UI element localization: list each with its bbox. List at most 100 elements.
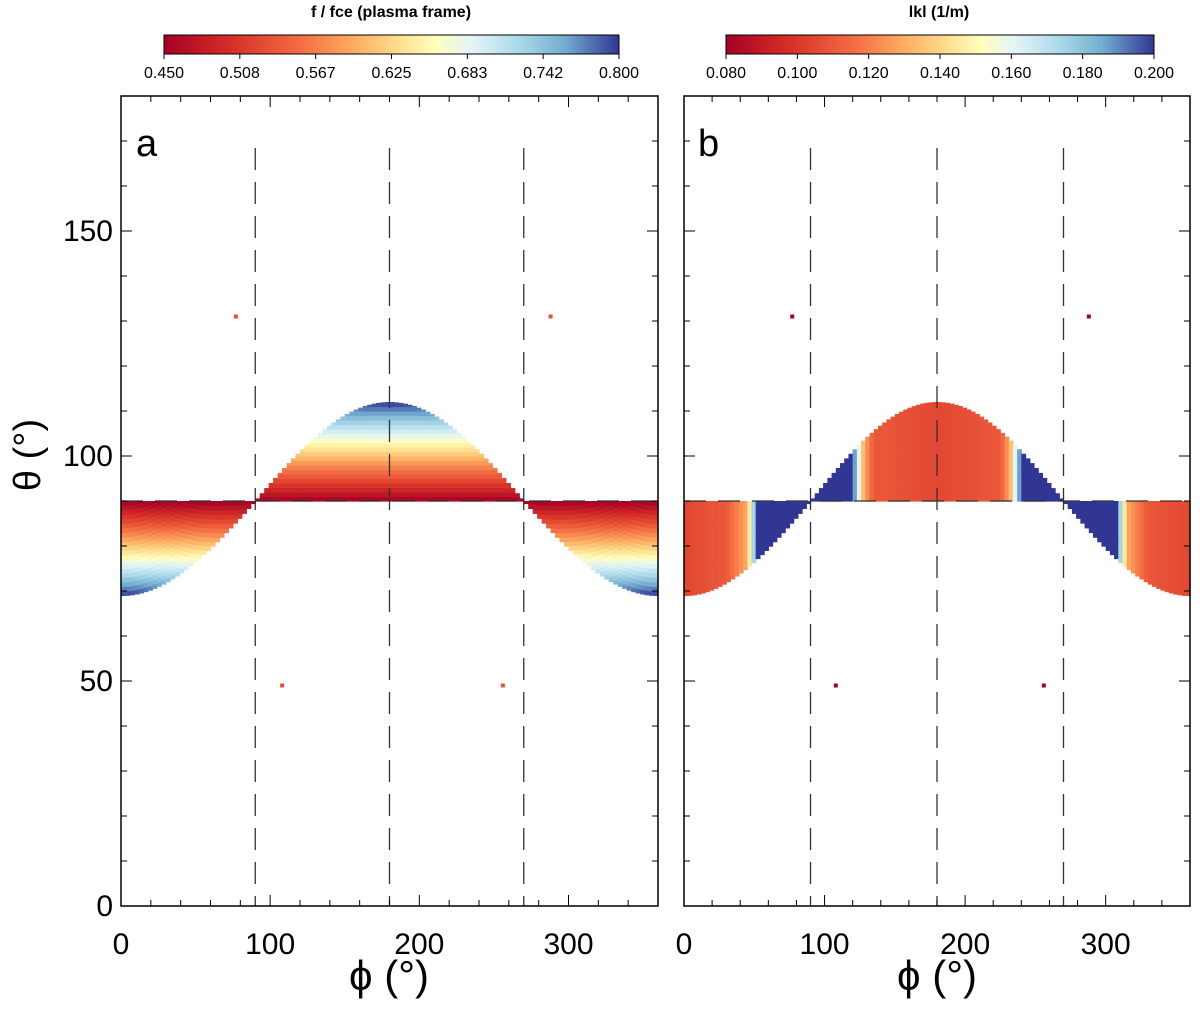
heatmap-cell — [340, 496, 346, 502]
heatmap-cell — [852, 487, 858, 493]
heatmap-cell — [1147, 521, 1153, 527]
heatmap-cell — [380, 442, 386, 448]
heatmap-cell — [1021, 460, 1027, 466]
heatmap-cell — [945, 411, 951, 417]
heatmap-cell — [398, 478, 404, 484]
heatmap-cell — [974, 438, 980, 444]
heatmap-cell — [165, 563, 171, 569]
heatmap-cell — [617, 550, 623, 556]
heatmap-cell — [797, 504, 803, 510]
heatmap-cell — [877, 469, 883, 475]
heatmap-cell — [479, 453, 485, 457]
heatmap-cell — [376, 429, 382, 435]
heatmap-cell — [713, 561, 719, 567]
heatmap-cell — [447, 425, 453, 430]
heatmap-cell — [353, 415, 359, 421]
heatmap-cell — [604, 506, 610, 512]
heatmap-cell — [873, 465, 879, 471]
heatmap-cell — [1033, 496, 1039, 502]
heatmap-cell — [644, 558, 650, 564]
heatmap-cell — [228, 518, 234, 524]
heatmap-cell — [890, 469, 896, 475]
heatmap-cell — [1105, 514, 1111, 520]
heatmap-cell — [555, 519, 561, 525]
heatmap-cell — [1147, 512, 1153, 518]
heatmap-cell — [1004, 496, 1010, 502]
heatmap-cell — [152, 538, 158, 544]
heatmap-cell — [899, 438, 904, 444]
heatmap-cell — [877, 442, 883, 448]
heatmap-cell — [886, 465, 892, 471]
heatmap-cell — [452, 456, 458, 462]
heatmap-cell — [121, 581, 127, 588]
heatmap-cell — [962, 456, 968, 462]
heatmap-cell — [456, 483, 462, 489]
heatmap-cell — [899, 433, 904, 439]
heatmap-cell — [721, 512, 727, 518]
heatmap-cell — [920, 406, 925, 412]
heatmap-cell — [353, 429, 359, 435]
heatmap-cell — [1101, 532, 1107, 538]
heatmap-cell — [823, 483, 828, 489]
heatmap-cell — [398, 429, 404, 435]
heatmap-cell — [595, 518, 601, 524]
heatmap-cell — [915, 465, 921, 471]
heatmap-cell — [1156, 574, 1162, 580]
heatmap-cell — [1114, 504, 1119, 510]
heatmap-cell — [738, 523, 744, 529]
heatmap-cell — [1177, 522, 1183, 528]
heatmap-cell — [873, 474, 879, 480]
heatmap-cell — [425, 433, 431, 439]
heatmap-cell — [219, 523, 225, 529]
heatmap-cell — [385, 415, 391, 421]
heatmap-cell — [852, 492, 858, 498]
heatmap-cell — [734, 503, 740, 510]
heatmap-cell — [1152, 523, 1157, 529]
heatmap-cell — [125, 527, 131, 533]
heatmap-cell — [174, 512, 180, 519]
heatmap-cell — [300, 487, 306, 493]
heatmap-cell — [924, 478, 930, 484]
heatmap-cell — [734, 530, 740, 537]
heatmap-cell — [692, 554, 698, 560]
heatmap-cell — [755, 540, 761, 546]
heatmap-cell — [649, 527, 655, 533]
heatmap-cell — [425, 415, 431, 421]
y-tick-label: 0 — [96, 890, 113, 923]
heatmap-cell — [572, 536, 579, 542]
heatmap-cell — [649, 572, 655, 578]
heatmap-cell — [1118, 535, 1124, 541]
heatmap-cell — [974, 433, 980, 439]
heatmap-cell — [635, 570, 641, 576]
heatmap-cell — [924, 447, 930, 453]
heatmap-cell — [214, 505, 221, 511]
heatmap-cell — [653, 527, 659, 534]
heatmap-cell — [705, 506, 710, 512]
heatmap-cell — [608, 505, 614, 511]
heatmap-cell — [1143, 523, 1149, 529]
heatmap-cell — [1173, 530, 1178, 537]
heatmap-cell — [873, 492, 879, 498]
heatmap-cell — [730, 538, 736, 544]
heatmap-cell — [1139, 533, 1145, 539]
heatmap-cell — [586, 512, 592, 518]
heatmap-cell — [617, 581, 623, 587]
heatmap-cell — [631, 564, 637, 570]
heatmap-cell — [143, 582, 149, 588]
heatmap-cell — [313, 465, 319, 471]
heatmap-cell — [537, 504, 543, 510]
heatmap-cell — [882, 424, 887, 430]
heatmap-cell — [577, 527, 583, 533]
heatmap-cell — [349, 447, 355, 453]
heatmap-cell — [1164, 578, 1170, 584]
heatmap-cell — [1029, 465, 1035, 471]
heatmap-cell — [308, 451, 315, 457]
heatmap-cell — [987, 465, 993, 471]
heatmap-cell — [183, 529, 189, 535]
heatmap-cell — [979, 483, 984, 489]
heatmap-cell — [129, 504, 136, 510]
heatmap-cell — [452, 433, 458, 439]
heatmap-cell — [470, 474, 476, 480]
heatmap-cell — [692, 572, 698, 578]
heatmap-cell — [416, 433, 422, 439]
